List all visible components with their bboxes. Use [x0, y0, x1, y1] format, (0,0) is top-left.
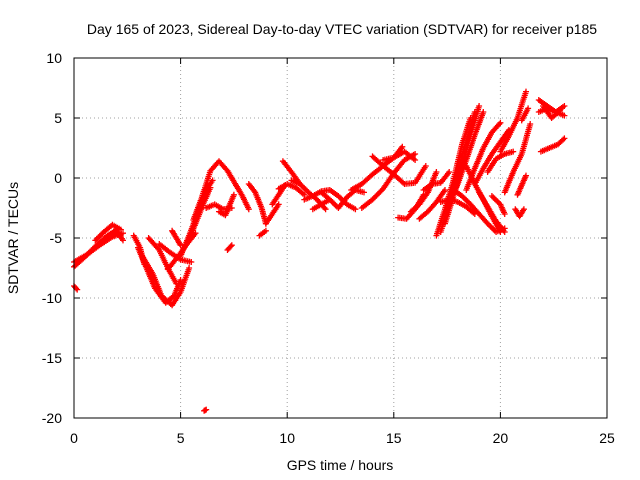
- data-point-markers: [309, 196, 333, 213]
- y-tick-labels: -20 -15 -10 -5 0 5 10: [42, 50, 62, 426]
- y-tick-label: 10: [46, 50, 62, 66]
- data-point-markers: [416, 187, 448, 222]
- y-tick-label: 5: [54, 110, 62, 126]
- satellite-track: [96, 227, 126, 246]
- data-point-markers: [514, 172, 529, 198]
- satellite-track: [169, 227, 184, 249]
- data-point-markers: [518, 105, 532, 124]
- satellite-track: [184, 184, 214, 247]
- satellite-track: [512, 206, 527, 220]
- data-point-markers: [369, 153, 429, 187]
- x-tick-label: 5: [177, 430, 185, 446]
- y-axis-label: SDTVAR / TECUs: [5, 182, 21, 294]
- y-tick-label: -10: [42, 290, 62, 306]
- satellite-track: [256, 227, 269, 239]
- satellite-track: [488, 193, 508, 217]
- data-point-markers: [380, 148, 419, 163]
- data-point-markers: [216, 191, 237, 219]
- data-point-markers: [201, 406, 210, 414]
- satellite-track: [497, 88, 529, 155]
- data-point-markers: [488, 193, 508, 217]
- satellite-track: [92, 221, 124, 244]
- y-tick-label: -20: [42, 410, 62, 426]
- x-tick-labels: 0 5 10 15 20 25: [70, 430, 615, 446]
- satellite-track: [71, 283, 81, 293]
- x-tick-label: 0: [70, 430, 78, 446]
- data-point-markers: [484, 148, 517, 175]
- data-point-markers: [512, 206, 527, 220]
- satellite-track: [139, 253, 193, 309]
- satellite-track: [416, 187, 448, 222]
- data-point-markers: [420, 169, 453, 193]
- satellite-track: [501, 121, 534, 196]
- satellite-track: [450, 187, 508, 235]
- data-point-markers: [450, 187, 508, 235]
- x-tick-label: 25: [599, 430, 615, 446]
- data-point-markers: [262, 201, 282, 227]
- satellite-track: [437, 196, 478, 217]
- satellite-track: [540, 103, 564, 121]
- satellite-track: [514, 172, 529, 198]
- y-tick-label: -5: [50, 230, 63, 246]
- y-tick-label: 0: [54, 170, 62, 186]
- satellite-track: [446, 109, 487, 208]
- x-axis-label: GPS time / hours: [287, 457, 394, 473]
- x-tick-label: 15: [386, 430, 402, 446]
- satellite-track: [518, 105, 532, 124]
- satellite-track: [484, 148, 517, 175]
- satellite-track: [369, 153, 429, 187]
- data-point-markers: [71, 283, 81, 293]
- data-point-markers: [256, 227, 269, 239]
- satellite-track: [476, 189, 508, 235]
- satellite-track: [245, 181, 269, 227]
- data-point-markers: [497, 88, 529, 155]
- data-point-markers: [437, 196, 478, 217]
- satellite-track: [216, 191, 237, 219]
- data-points: [71, 88, 568, 414]
- data-point-markers: [275, 181, 308, 198]
- data-point-markers: [537, 135, 568, 155]
- x-tick-label: 20: [493, 430, 509, 446]
- satellite-track: [224, 242, 235, 253]
- data-point-markers: [190, 158, 239, 223]
- data-point-markers: [92, 221, 124, 244]
- x-tick-label: 10: [279, 430, 295, 446]
- satellite-track: [380, 148, 419, 163]
- data-point-markers: [476, 189, 508, 235]
- data-point-markers: [96, 227, 126, 246]
- data-point-markers: [184, 184, 214, 247]
- satellite-track: [190, 158, 239, 223]
- grid-lines: [74, 58, 607, 418]
- tick-marks: [73, 57, 608, 419]
- satellite-track: [275, 181, 308, 198]
- satellite-track: [420, 169, 453, 193]
- data-point-markers: [540, 103, 564, 121]
- chart-title: Day 165 of 2023, Sidereal Day-to-day VTE…: [87, 21, 597, 37]
- data-point-markers: [139, 253, 193, 309]
- data-point-markers: [501, 121, 534, 196]
- y-tick-label: -15: [42, 350, 62, 366]
- satellite-track: [233, 182, 252, 213]
- satellite-track: [537, 135, 568, 155]
- data-point-markers: [224, 242, 235, 253]
- data-point-markers: [233, 182, 252, 213]
- data-point-markers: [169, 227, 184, 249]
- satellite-track: [309, 196, 333, 213]
- satellite-track: [262, 201, 282, 227]
- data-point-markers: [245, 181, 269, 227]
- satellite-track: [201, 406, 210, 414]
- data-point-markers: [446, 109, 487, 208]
